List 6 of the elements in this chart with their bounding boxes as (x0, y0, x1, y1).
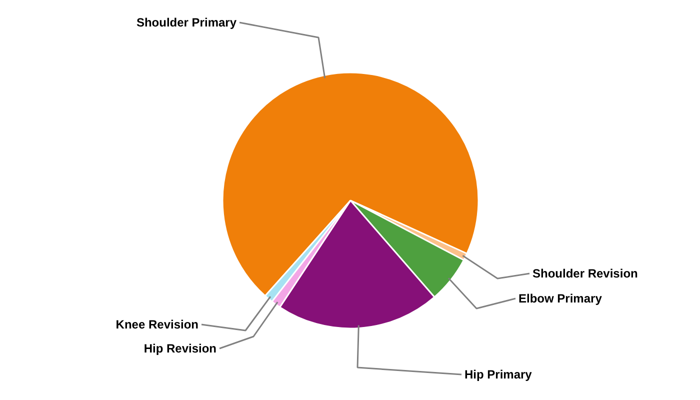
slice-label: Shoulder Revision (532, 266, 638, 280)
slice-label: Elbow Primary (518, 292, 602, 306)
slice-label: Shoulder Primary (136, 16, 237, 30)
slice-label: Knee Revision (116, 318, 199, 332)
slice-label: Hip Revision (144, 342, 217, 356)
slice-label: Hip Primary (464, 368, 532, 382)
